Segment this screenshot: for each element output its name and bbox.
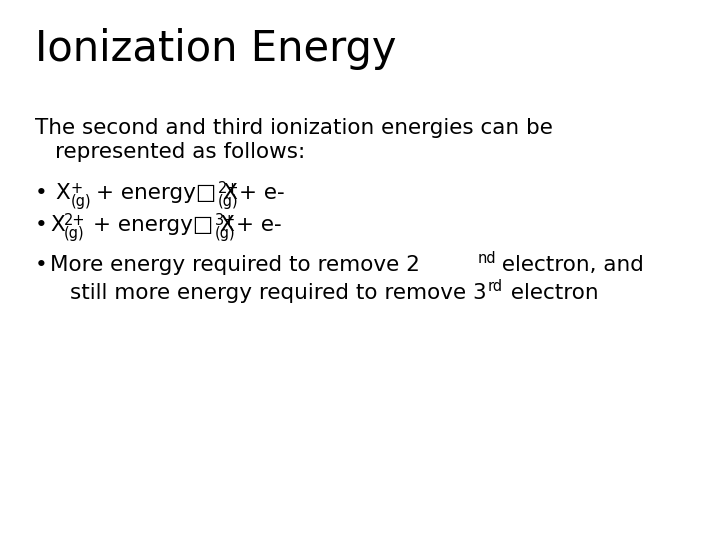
- Text: + energy□ X: + energy□ X: [93, 215, 235, 235]
- Text: More energy required to remove 2: More energy required to remove 2: [50, 255, 420, 275]
- Text: (g): (g): [64, 226, 85, 241]
- Text: (g): (g): [71, 194, 91, 209]
- Text: + energy□ X: + energy□ X: [96, 183, 238, 203]
- Text: 2+: 2+: [218, 181, 240, 196]
- Text: •: •: [35, 183, 48, 203]
- Text: •: •: [35, 255, 48, 275]
- Text: 2+: 2+: [64, 213, 86, 228]
- Text: electron: electron: [504, 283, 598, 303]
- Text: The second and third ionization energies can be: The second and third ionization energies…: [35, 118, 553, 138]
- Text: X: X: [55, 183, 70, 203]
- Text: (g): (g): [215, 226, 235, 241]
- Text: represented as follows:: represented as follows:: [55, 142, 305, 162]
- Text: still more energy required to remove 3: still more energy required to remove 3: [70, 283, 487, 303]
- Text: rd: rd: [488, 279, 503, 294]
- Text: electron, and: electron, and: [495, 255, 644, 275]
- Text: + e-: + e-: [239, 183, 284, 203]
- Text: nd: nd: [478, 251, 497, 266]
- Text: +: +: [71, 181, 83, 196]
- Text: (g): (g): [218, 194, 238, 209]
- Text: Ionization Energy: Ionization Energy: [35, 28, 397, 70]
- Text: 3+: 3+: [215, 213, 236, 228]
- Text: + e-: + e-: [236, 215, 282, 235]
- Text: •: •: [35, 215, 48, 235]
- Text: X: X: [50, 215, 65, 235]
